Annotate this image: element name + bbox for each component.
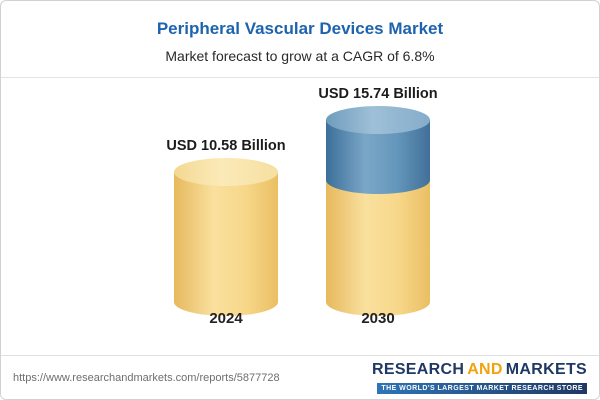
bar-2030-value-label: USD 15.74 Billion [318,86,438,102]
logo-word-research: RESEARCH [372,360,465,378]
bar-2024-cylinder-body [174,172,278,302]
chart-subtitle: Market forecast to grow at a CAGR of 6.8… [165,48,435,64]
chart-header: Peripheral Vascular Devices Market Marke… [1,1,599,78]
logo-word-and: AND [467,360,503,378]
logo-word-markets: MARKETS [505,360,587,378]
bar-2024-category-label: 2024 [209,310,243,327]
chart-title: Peripheral Vascular Devices Market [156,19,444,38]
report-url: https://www.researchandmarkets.com/repor… [13,371,280,384]
bar-2024-cylinder-top [174,158,278,186]
logo-tagline: THE WORLD'S LARGEST MARKET RESEARCH STOR… [377,382,587,394]
logo-wordmark: RESEARCH AND MARKETS [372,360,587,378]
research-and-markets-logo: RESEARCH AND MARKETS THE WORLD'S LARGEST M… [372,360,587,394]
footer: https://www.researchandmarkets.com/repor… [1,355,599,399]
bar-2030-category-label: 2030 [361,310,395,327]
bar-2024-value-label: USD 10.58 Billion [166,138,286,154]
cylinder-bar-chart: USD 10.58 Billion 2024 USD 15.74 Billion… [1,78,599,355]
bar-2030-cylinder-top [326,106,430,134]
bar-2030-base-segment [326,180,430,302]
